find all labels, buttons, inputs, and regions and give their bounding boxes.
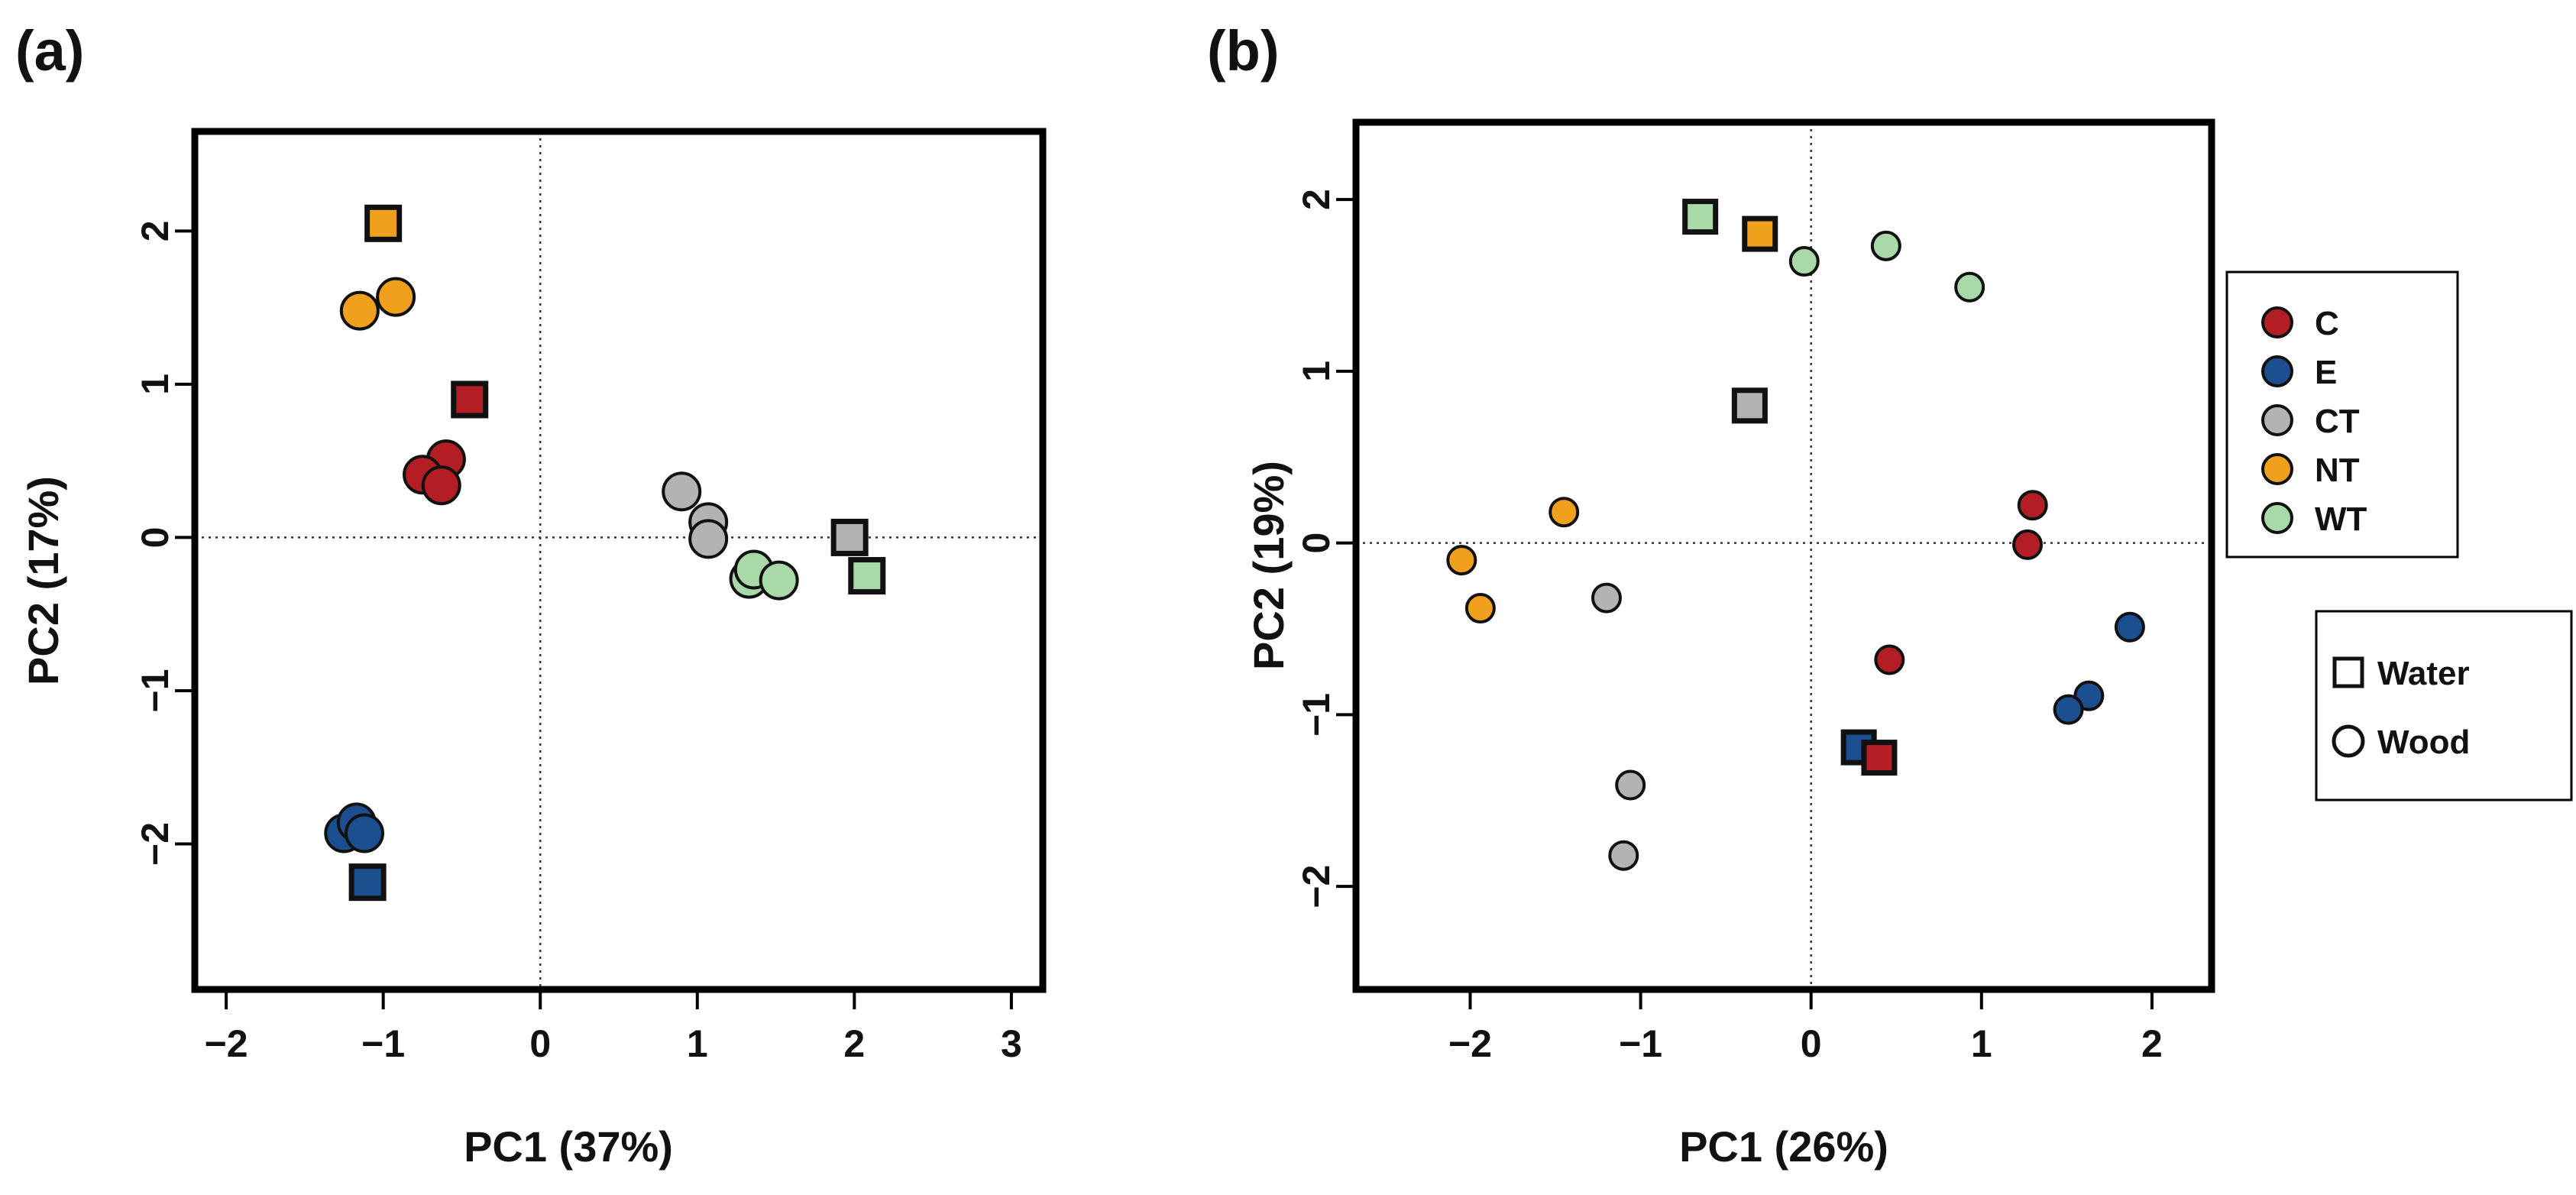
point-circle-ct — [688, 519, 729, 559]
x-tick-label: 0 — [529, 1022, 551, 1065]
panel-b-label: (b) — [1207, 19, 1280, 83]
panel-a-plot-frame — [191, 128, 1047, 993]
legend-label-water: Water — [2377, 655, 2470, 692]
x-tick-label: 0 — [1801, 1022, 1822, 1065]
legend-label-wt: WT — [2315, 500, 2367, 538]
panel-b-y-axis-label: PC2 (19%) — [1244, 461, 1293, 670]
y-tick-label: 2 — [134, 220, 176, 241]
point-circle-ct — [1608, 840, 1639, 871]
legend-marker-e — [2261, 355, 2293, 387]
legend-label-nt: NT — [2315, 452, 2360, 489]
point-circle-nt — [376, 277, 416, 317]
panel-b-plot-frame — [1352, 118, 2215, 993]
point-square-e — [348, 863, 387, 902]
point-circle-c — [1874, 644, 1905, 675]
shape-legend-items: Water Wood — [2332, 655, 2470, 761]
point-circle-wt — [1788, 246, 1820, 277]
x-tick-label: −2 — [1448, 1022, 1492, 1065]
x-tick-label: 3 — [1001, 1022, 1022, 1065]
point-circle-e — [2114, 611, 2145, 643]
panel-a-y-axis-label: PC2 (17%) — [19, 476, 67, 685]
panel-a-y-axis: −2 −1 0 1 2 — [134, 220, 195, 866]
x-tick-label: 2 — [2141, 1022, 2163, 1065]
panel-a-x-axis-label: PC1 (37%) — [464, 1122, 673, 1171]
point-circle-nt — [1549, 497, 1580, 528]
shape-legend: Water Wood — [2315, 610, 2573, 802]
y-tick-label: 2 — [1295, 189, 1338, 210]
point-square-c — [451, 381, 489, 419]
y-tick-label: 0 — [1295, 533, 1338, 554]
point-square-ct — [830, 518, 869, 556]
x-tick-label: 2 — [843, 1022, 865, 1065]
point-circle-ct — [1591, 582, 1622, 614]
point-circle-wt — [759, 560, 799, 601]
x-tick-label: −1 — [1619, 1022, 1662, 1065]
point-square-wt — [1682, 199, 1719, 235]
point-circle-nt — [1464, 593, 1496, 624]
point-circle-ct — [662, 471, 702, 512]
point-square-ct — [1731, 387, 1768, 424]
y-tick-label: 1 — [1295, 361, 1338, 382]
group-legend-items: CE CT NT WT — [2261, 305, 2367, 538]
point-circle-c — [2017, 490, 2048, 521]
y-tick-label: −1 — [134, 669, 176, 712]
legend-label-c: C — [2315, 305, 2339, 342]
panel-a-x-axis: −2 −1 0 1 2 3 — [205, 989, 1022, 1065]
panel-b-x-axis-label: PC1 (26%) — [1679, 1122, 1888, 1171]
y-tick-label: −1 — [1295, 693, 1338, 737]
point-circle-wt — [1870, 230, 1901, 261]
point-circle-ct — [1615, 769, 1646, 801]
legend-marker-wt — [2261, 502, 2293, 534]
panel-b: (b) −2 −1 0 1 2 −2 −1 0 1 2 PC1 (26%) PC2 (19%) — [1207, 19, 2215, 1171]
legend-label-wood: Wood — [2377, 724, 2470, 761]
point-circle-c — [2012, 529, 2044, 560]
legend-label-e: E — [2315, 354, 2337, 391]
point-circle-e — [2053, 694, 2084, 725]
point-square-c — [1861, 740, 1898, 776]
point-circle-wt — [1954, 271, 1985, 303]
point-square-nt — [1742, 215, 1778, 252]
point-circle-nt — [1446, 545, 1477, 576]
panel-a: (a) −2 −1 0 1 2 3 −2 −1 0 1 2 PC1 (37%) PC2 (17%) — [15, 19, 1047, 1171]
x-tick-label: −1 — [361, 1022, 405, 1065]
point-circle-e — [345, 813, 384, 853]
group-legend: CE CT NT WT — [2225, 270, 2459, 559]
legend-square-icon — [2332, 656, 2364, 688]
panel-a-points — [324, 204, 886, 902]
legend-marker-nt — [2261, 453, 2293, 485]
point-square-wt — [848, 557, 886, 595]
x-tick-label: −2 — [205, 1022, 248, 1065]
y-tick-label: 0 — [134, 527, 176, 549]
x-tick-label: 1 — [1971, 1022, 1992, 1065]
y-tick-label: 1 — [134, 374, 176, 395]
x-tick-label: 1 — [687, 1022, 708, 1065]
legend-marker-ct — [2261, 404, 2293, 436]
point-square-nt — [364, 204, 403, 242]
point-circle-nt — [339, 290, 380, 331]
y-tick-label: −2 — [1295, 865, 1338, 908]
legend-marker-c — [2261, 306, 2293, 338]
panel-b-y-axis: −2 −1 0 1 2 — [1295, 189, 1356, 908]
panel-a-label: (a) — [15, 19, 84, 83]
panel-b-x-axis: −2 −1 0 1 2 — [1448, 989, 2163, 1065]
y-tick-label: −2 — [134, 822, 176, 866]
legend-circle-icon — [2332, 724, 2365, 758]
legend-label-ct: CT — [2315, 403, 2360, 440]
panel-b-points — [1446, 199, 2145, 871]
point-circle-c — [421, 465, 461, 506]
shape-legend-box — [2315, 610, 2573, 802]
